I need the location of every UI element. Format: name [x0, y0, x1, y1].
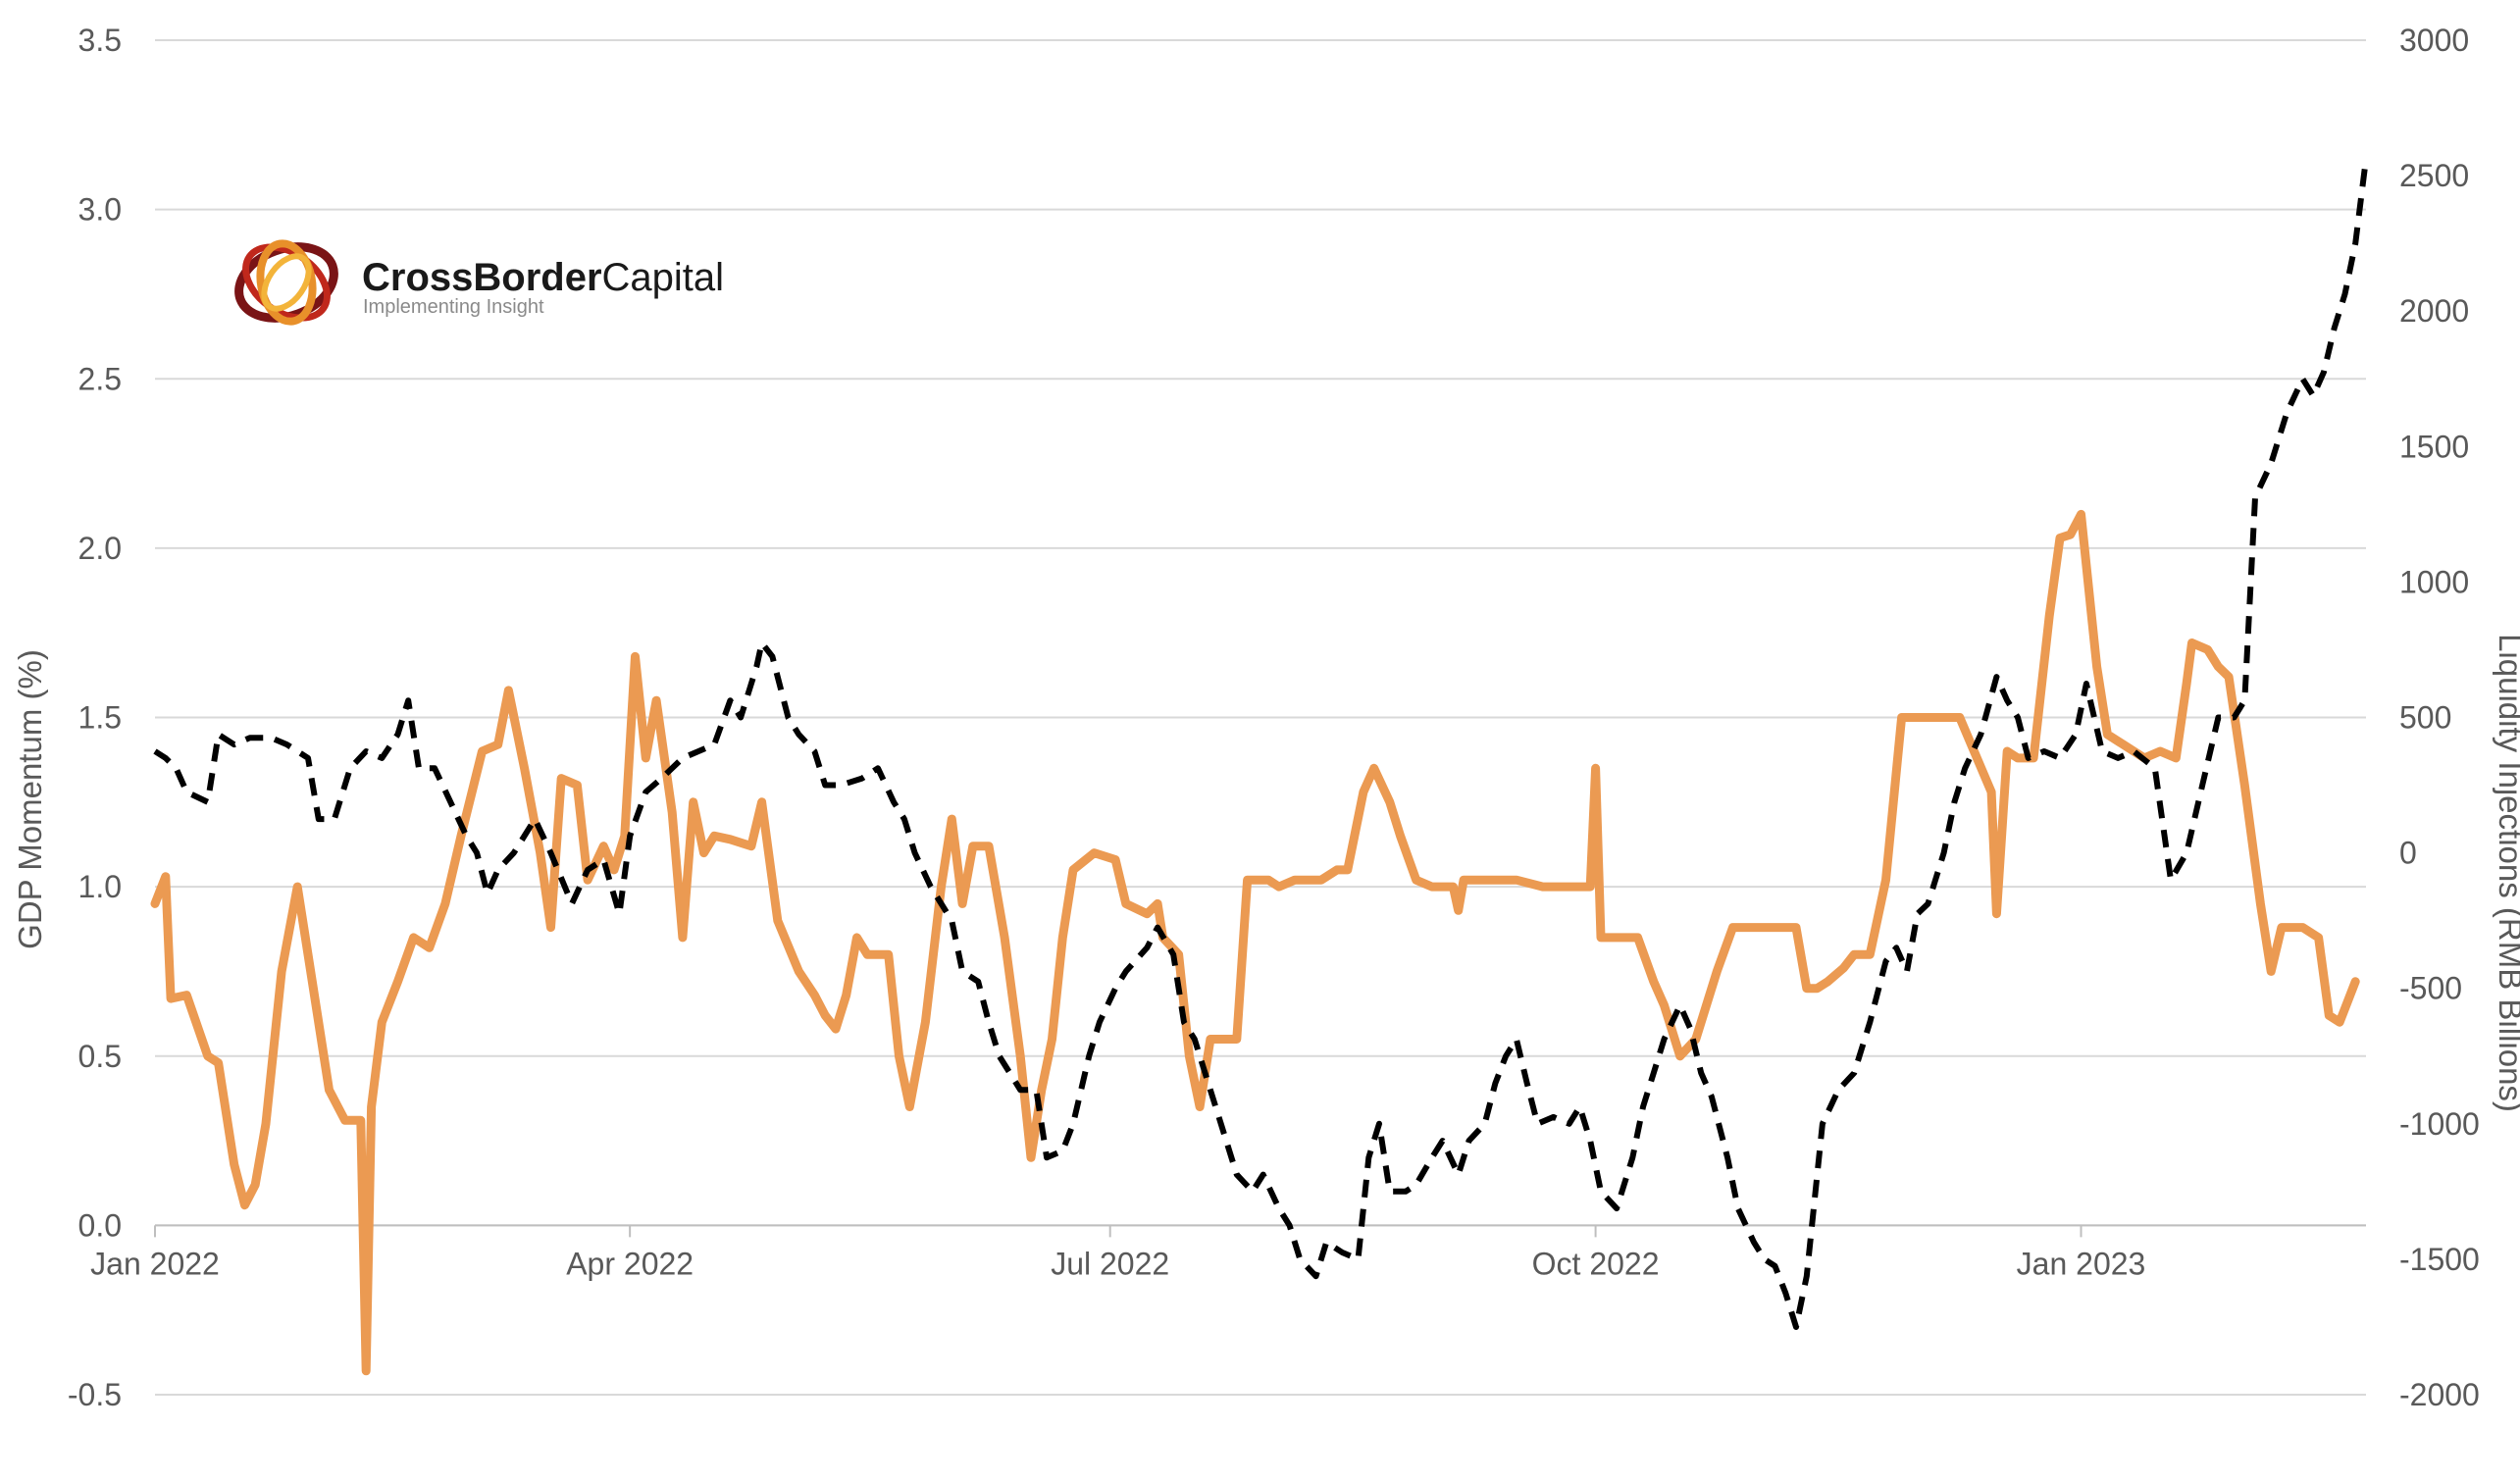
logo-name-regular: Capital: [602, 256, 725, 299]
y-tick-label: 2.5: [78, 361, 122, 396]
x-tick-label: Oct 2022: [1532, 1246, 1660, 1281]
y-tick-label: 2.0: [78, 531, 122, 566]
x-tick-label: Jan 2022: [90, 1246, 220, 1281]
crossborder-capital-logo: CrossBorderCapital Implementing Insight: [234, 239, 724, 326]
y-tick-label: 1.5: [78, 700, 122, 736]
y2-tick-label: 500: [2399, 700, 2451, 736]
y2-tick-label: 2000: [2399, 293, 2469, 329]
y-tick-label: -0.5: [68, 1377, 122, 1412]
x-tick-label: Jul 2022: [1051, 1246, 1169, 1281]
logo-tagline: Implementing Insight: [363, 296, 544, 318]
y2-tick-label: -1500: [2399, 1242, 2480, 1277]
y2-tick-label: -2000: [2399, 1377, 2480, 1412]
y-tick-label: 1.0: [78, 869, 122, 904]
y2-tick-label: -500: [2399, 971, 2462, 1006]
left-axis-tick-labels: 3.5 3.0 2.5 2.0 1.5 1.0 0.5 0.0 -0.5: [68, 23, 122, 1412]
x-axis-tick-labels: Jan 2022 Apr 2022 Jul 2022 Oct 2022 Jan 2023: [90, 1225, 2145, 1281]
series-layer: [150, 158, 2369, 1376]
y2-tick-label: 0: [2399, 836, 2417, 871]
y2-tick-label: 1000: [2399, 564, 2469, 599]
logo-name-bold: CrossBorder: [362, 256, 602, 299]
y-tick-label: 3.5: [78, 23, 122, 58]
y2-tick-label: 2500: [2399, 158, 2469, 193]
x-tick-label: Apr 2022: [566, 1246, 694, 1281]
y-tick-label: 0.0: [78, 1207, 122, 1243]
y2-tick-label: 1500: [2399, 429, 2469, 464]
logo-rings-icon: [234, 239, 338, 326]
series-line-solid: [150, 509, 2360, 1376]
y-axis-title: GDP Momentum (%): [12, 649, 48, 949]
right-axis-tick-labels: 3000 2500 2000 1500 1000 500 0 -500 -1000 -1500 -2…: [2399, 23, 2480, 1412]
y-tick-label: 3.0: [78, 192, 122, 228]
series-line-dashed: [153, 158, 2369, 1330]
y2-axis-title: Liquidity Injections (RMB Billions): [2493, 634, 2520, 1112]
y2-tick-label: -1000: [2399, 1106, 2480, 1142]
gridlines: [155, 39, 2366, 1396]
logo-name: CrossBorderCapital: [362, 256, 724, 299]
x-tick-label: Jan 2023: [2017, 1246, 2146, 1281]
y2-tick-label: 3000: [2399, 23, 2469, 58]
y-tick-label: 0.5: [78, 1039, 122, 1074]
